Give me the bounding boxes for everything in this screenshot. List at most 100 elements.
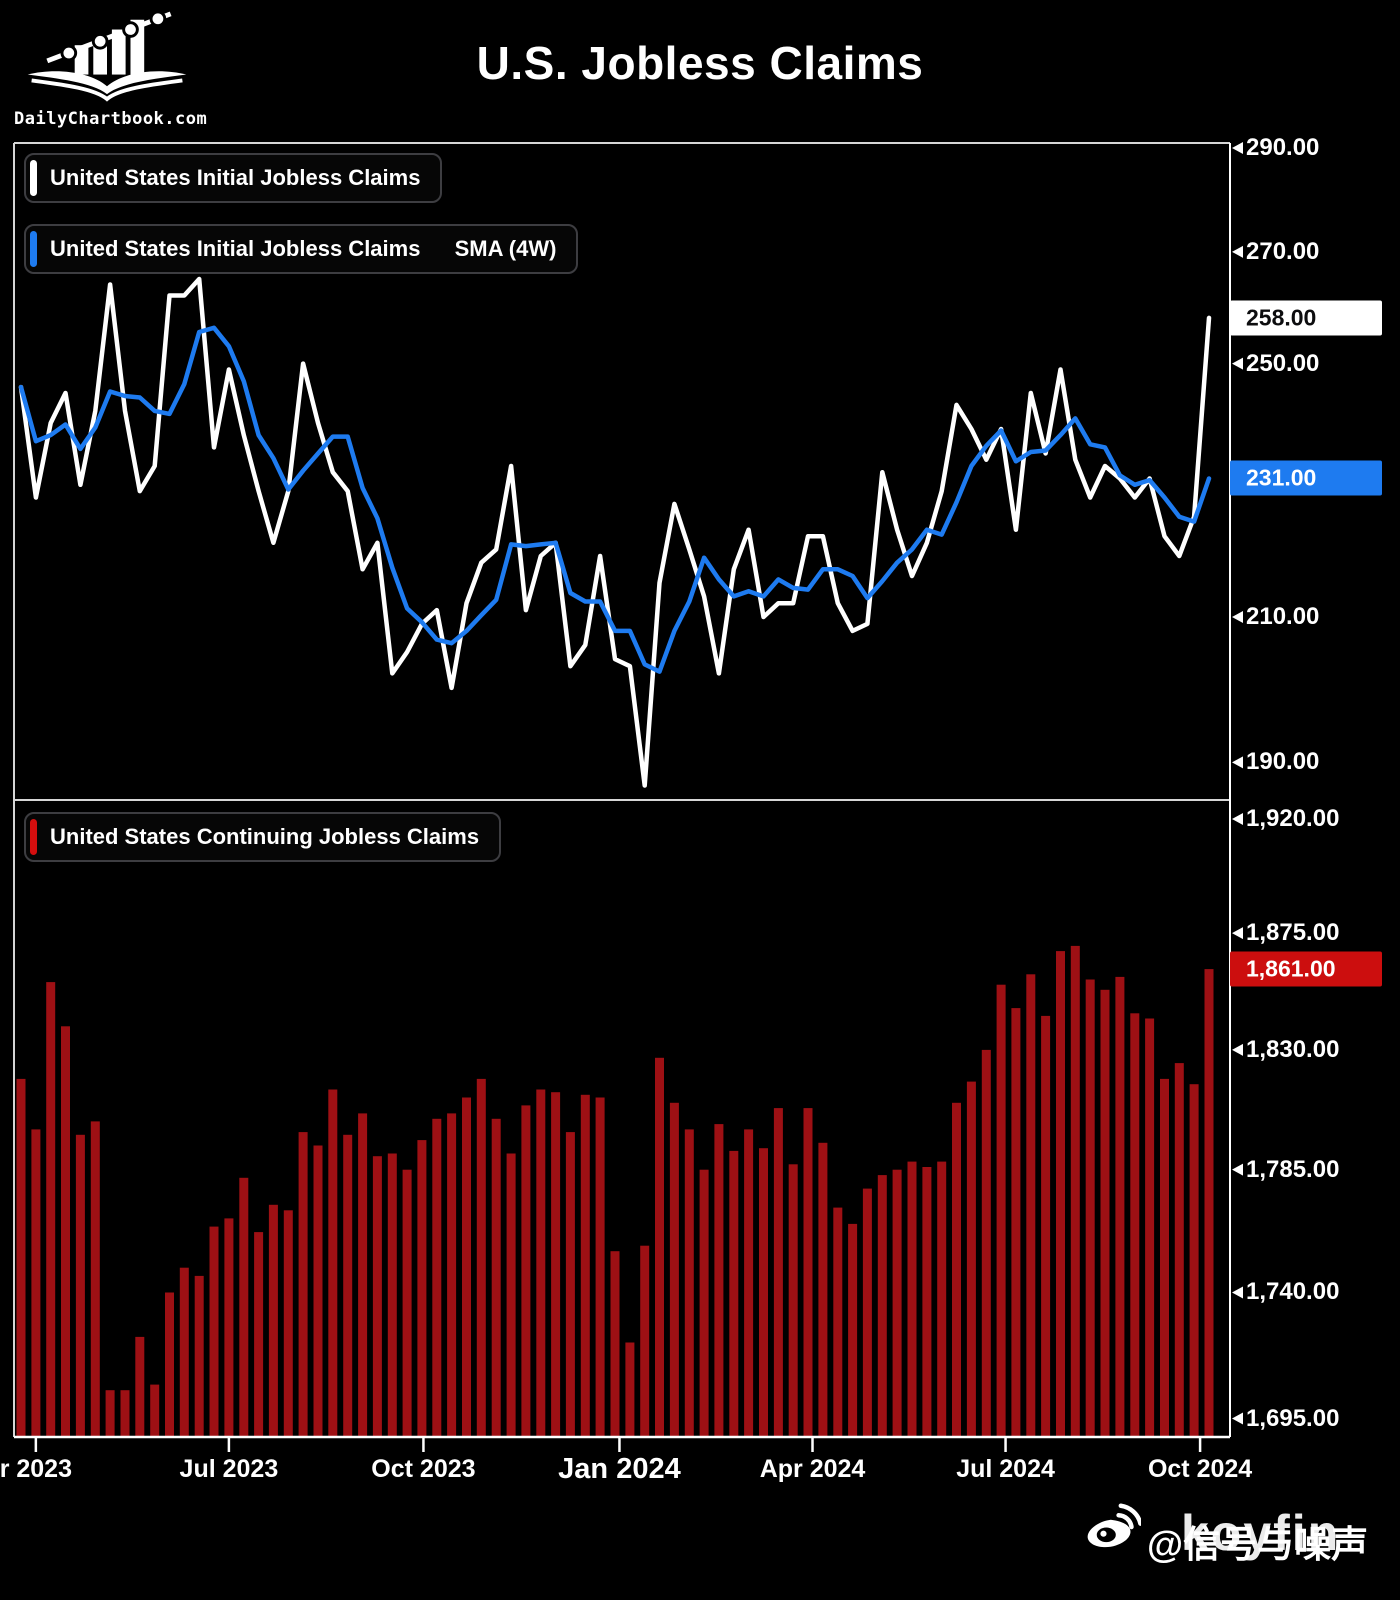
bar-week-26 [402,1169,412,1437]
bar-week-43 [655,1057,664,1437]
legend-suffix-sma: SMA (4W) [454,236,557,261]
bar-week-34 [521,1105,531,1437]
bar-week-62 [937,1161,947,1437]
bar-week-3 [61,1026,70,1437]
bar-week-74 [1115,976,1125,1437]
bar-week-23 [358,1113,368,1437]
legend-swatch-initial-claims [30,160,37,196]
bar-week-51 [773,1108,783,1437]
bar-week-24 [372,1156,382,1437]
bar-week-38 [580,1094,590,1437]
bar-week-45 [684,1129,694,1437]
bar-week-35 [536,1089,546,1437]
bar-week-21 [328,1089,338,1437]
bar-week-50 [759,1148,768,1437]
bar-week-15 [239,1177,249,1437]
bar-week-0 [16,1078,26,1437]
bar-week-79 [1189,1084,1199,1437]
watermark: @信号与噪声 koyfin [1085,1502,1385,1572]
y-tick-arrow [1232,927,1243,940]
bar-week-48 [729,1150,739,1437]
bar-week-47 [714,1124,724,1437]
bar-week-7 [120,1390,130,1437]
y-tick-arrow [1232,1412,1243,1425]
bar-week-46 [699,1169,709,1437]
bar-week-42 [640,1245,650,1437]
bar-week-10 [165,1292,174,1437]
bar-week-63 [952,1102,961,1437]
bar-week-40 [610,1251,620,1437]
bar-week-22 [343,1134,353,1437]
bar-week-41 [625,1342,635,1437]
bar-week-37 [565,1132,575,1437]
bar-week-9 [150,1384,160,1437]
bar-week-31 [476,1078,486,1437]
bar-week-61 [922,1167,932,1437]
bar-week-27 [417,1140,427,1437]
bar-week-2 [46,982,56,1437]
bar-week-69 [1041,1015,1051,1437]
bar-week-53 [803,1108,813,1437]
bar-week-11 [179,1267,189,1437]
legend-swatch-sma [30,231,37,267]
initial-claims-line [18,276,1212,788]
legend-initial-claims-sma[interactable]: United States Initial Jobless Claims SMA… [24,224,579,274]
y-tick-arrow [1232,245,1243,258]
legend-label-sma: United States Initial Jobless Claims [50,236,421,261]
y-tick-arrow [1232,1163,1243,1176]
continuing-claims-bars [16,945,1214,1437]
bar-week-30 [462,1097,471,1437]
bar-week-19 [298,1132,308,1437]
bar-week-36 [551,1092,561,1437]
legend-initial-claims[interactable]: United States Initial Jobless Claims [24,153,443,203]
bar-week-75 [1130,1013,1140,1437]
y-tick-arrow [1232,1286,1243,1299]
y-tick-arrow [1232,756,1243,769]
bar-week-68 [1026,974,1036,1437]
bar-week-57 [862,1188,872,1437]
legend-swatch-continuing-claims [30,819,37,855]
book-chart-icon [27,10,187,102]
bar-week-77 [1160,1078,1169,1437]
sma-line [18,325,1212,674]
logo-caption: DailyChartbook.com [14,109,208,129]
weibo-icon [1087,1503,1143,1548]
bar-week-49 [744,1129,754,1437]
bar-week-52 [788,1164,798,1437]
bar-week-4 [75,1134,85,1437]
bar-week-1 [31,1129,41,1437]
bar-week-6 [105,1390,115,1437]
bar-week-32 [491,1118,501,1437]
bar-week-5 [90,1121,100,1437]
bar-week-17 [268,1204,278,1437]
watermark-handle: @信号与噪声 [1147,1524,1369,1565]
bar-week-65 [981,1049,991,1437]
bar-week-56 [848,1223,858,1437]
bar-week-66 [996,984,1006,1437]
bar-week-54 [818,1142,828,1437]
dailychartbook-logo: DailyChartbook.com [14,6,214,129]
bar-week-39 [595,1097,605,1437]
bar-week-28 [432,1118,442,1437]
page-title: U.S. Jobless Claims [476,37,924,89]
bar-week-78 [1174,1063,1184,1437]
bar-week-71 [1070,945,1080,1437]
y-tick-arrow [1232,1043,1243,1056]
bar-week-18 [283,1210,293,1437]
bar-week-44 [669,1102,679,1437]
bar-week-29 [447,1113,457,1437]
legend-label-initial-claims: United States Initial Jobless Claims [50,165,421,190]
y-tick-arrow [1232,813,1243,826]
bar-week-8 [135,1336,145,1437]
bar-week-13 [209,1226,219,1437]
legend-label-continuing-claims: United States Continuing Jobless Claims [50,824,480,849]
y-tick-arrow [1232,357,1243,370]
bar-week-80 [1204,969,1214,1437]
bar-week-59 [892,1169,902,1437]
bar-week-72 [1085,979,1095,1437]
legend-continuing-claims[interactable]: United States Continuing Jobless Claims [24,812,502,862]
bar-week-16 [254,1232,264,1437]
y-tick-arrow [1232,610,1243,623]
